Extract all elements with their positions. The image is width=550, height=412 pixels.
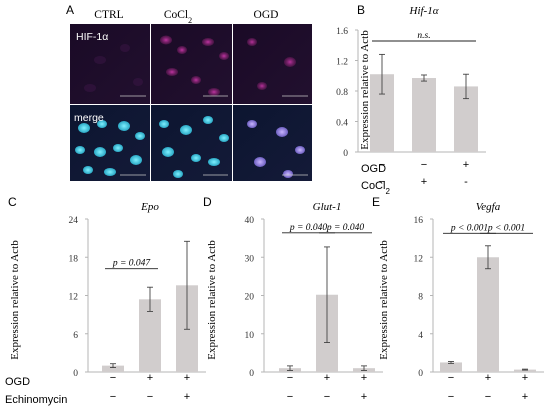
treatment-mark: - <box>464 176 468 188</box>
treatment-mark: + <box>522 372 528 384</box>
y-tick-label: 12 <box>69 293 79 303</box>
significance-label: n.s. <box>417 31 430 41</box>
treatment-mark: − <box>379 159 385 171</box>
chart-panel-c: C Epo Expression relative to Actb 0 6 12 18 24 p… <box>5 195 206 406</box>
treatment-mark: + <box>361 372 367 384</box>
y-axis-label: Expression relative to Actb <box>359 30 371 150</box>
treatment-mark: − <box>324 391 330 403</box>
treatment-mark: − <box>379 176 385 188</box>
treatment-mark: + <box>324 372 330 384</box>
treatment-mark: − <box>448 372 454 384</box>
y-tick-label: 0 <box>343 149 348 159</box>
y-tick-label: 8 <box>418 293 423 303</box>
significance-label: p < 0.001 <box>450 223 488 233</box>
treatment-mark: − <box>287 391 293 403</box>
chart-title: Hif-1α <box>409 5 439 17</box>
col-label-cocl2: CoCl2 <box>164 9 192 25</box>
treatment-mark: + <box>147 372 153 384</box>
treatment-mark: + <box>184 391 190 403</box>
row-label-merge: merge <box>74 112 104 124</box>
treatment-mark: + <box>361 391 367 403</box>
panel-a: A CTRL CoCl2 OGD <box>66 3 312 181</box>
significance-label: p = 0.047 <box>112 259 152 269</box>
chart-title: Epo <box>140 201 159 213</box>
treatment-mark: + <box>463 159 469 171</box>
y-tick-label: 24 <box>69 216 79 226</box>
y-tick-label: 0.8 <box>336 88 348 98</box>
bar <box>440 362 462 372</box>
treatment-mark: + <box>421 176 427 188</box>
chart-panel-b: B Hif-1α Expression relative to Actb 0 0.4 0.… <box>336 3 486 196</box>
treatment-label: CoCl2 <box>361 180 390 196</box>
bar <box>412 78 436 152</box>
treatment-mark: − <box>287 372 293 384</box>
treatment-label: OGD <box>361 163 386 175</box>
treatment-mark: − <box>448 391 454 403</box>
y-tick-label: 40 <box>245 216 255 226</box>
treatment-label: Echinomycin <box>5 394 67 406</box>
y-tick-label: 1.6 <box>336 27 348 37</box>
chart-title: Vegfa <box>476 201 501 213</box>
bar <box>102 365 124 372</box>
y-axis-label: Expression relative to Actb <box>9 240 21 360</box>
treatment-mark: − <box>421 159 427 171</box>
image-cocl2-merge <box>151 105 232 181</box>
col-label-ogd: OGD <box>254 9 279 21</box>
panel-letter: E <box>372 195 380 209</box>
treatment-mark: − <box>110 391 116 403</box>
treatment-label: OGD <box>5 376 30 388</box>
significance-label: p = 0.040 <box>289 223 328 233</box>
treatment-mark: + <box>184 372 190 384</box>
y-tick-label: 4 <box>418 331 423 341</box>
panel-a-letter: A <box>66 3 74 17</box>
chart-panel-e: E Vegfa Expression relative to Actb 0 4 8 12 16… <box>372 195 544 403</box>
y-tick-label: 30 <box>245 254 255 264</box>
image-ogd-merge <box>233 105 312 181</box>
y-axis-label: Expression relative to Actb <box>378 240 390 360</box>
chart-title: Glut-1 <box>313 201 342 213</box>
bar <box>139 299 161 372</box>
bar <box>477 257 499 372</box>
panel-letter: C <box>8 195 17 209</box>
col-label-ctrl: CTRL <box>94 9 123 21</box>
panel-letter: B <box>357 3 365 17</box>
image-ogd-hif <box>233 24 312 104</box>
y-tick-label: 18 <box>69 254 79 264</box>
significance-label: p < 0.001 <box>487 223 525 233</box>
y-axis-label: Expression relative to Actb <box>206 240 218 360</box>
y-tick-label: 6 <box>73 331 78 341</box>
treatment-mark: − <box>110 372 116 384</box>
panel-letter: D <box>203 195 212 209</box>
y-tick-label: 1.2 <box>336 58 348 68</box>
y-tick-label: 20 <box>245 293 255 303</box>
y-tick-label: 16 <box>414 216 424 226</box>
treatment-mark: + <box>522 391 528 403</box>
bar <box>514 369 536 372</box>
y-tick-label: 0 <box>73 369 78 379</box>
row-label-hif: HIF-1α <box>76 31 108 43</box>
image-ctrl-hif <box>70 24 150 104</box>
y-tick-label: 0 <box>418 369 423 379</box>
treatment-mark: − <box>485 391 491 403</box>
chart-panel-d: D Glut-1 Expression relative to Actb 0 10 20 3… <box>203 195 383 403</box>
y-tick-label: 12 <box>414 254 424 264</box>
treatment-mark: + <box>485 372 491 384</box>
y-tick-label: 10 <box>245 331 255 341</box>
treatment-mark: − <box>147 391 153 403</box>
significance-label: p = 0.040 <box>326 223 365 233</box>
y-tick-label: 0.4 <box>336 119 348 129</box>
y-tick-label: 0 <box>249 369 254 379</box>
